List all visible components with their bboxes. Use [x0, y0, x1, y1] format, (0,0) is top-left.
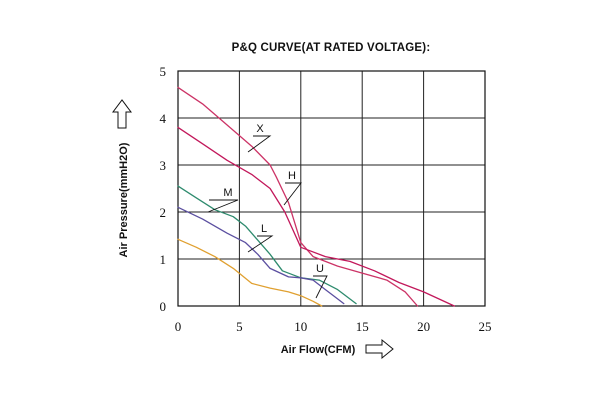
series-line-x — [177, 86, 419, 307]
x-tick-label: 20 — [417, 319, 430, 334]
series-tag-u: U — [316, 263, 324, 275]
series-tag-l: L — [261, 223, 267, 235]
series-tags: X H M L U — [207, 123, 328, 299]
tick-labels: 0 5 10 15 20 25 0 1 2 3 4 5 — [160, 64, 492, 334]
leader-line-u — [313, 275, 328, 299]
x-tick-label: 25 — [479, 319, 492, 334]
series-line-l — [177, 206, 345, 305]
y-tick-label: 1 — [160, 252, 167, 267]
leader-line-x — [247, 135, 272, 153]
leader-line-h — [283, 182, 302, 206]
right-arrow-icon — [365, 338, 394, 360]
y-tick-label: 2 — [160, 205, 167, 220]
up-arrow-icon — [112, 99, 132, 129]
plot-grid — [177, 70, 486, 307]
y-tick-label: 4 — [160, 111, 167, 126]
y-tick-label: 3 — [160, 158, 167, 173]
y-tick-label: 0 — [160, 299, 167, 314]
series-line-u — [177, 238, 323, 307]
x-tick-label: 5 — [236, 319, 243, 334]
x-tick-label: 0 — [175, 319, 182, 334]
x-axis-label: Air Flow(CFM) — [281, 344, 356, 356]
series-line-m — [177, 185, 357, 305]
x-tick-label: 10 — [294, 319, 307, 334]
y-tick-label: 5 — [160, 64, 167, 79]
leader-line-l — [247, 235, 274, 253]
series-tag-x: X — [256, 123, 264, 135]
x-tick-label: 15 — [356, 319, 369, 334]
chart-title: P&Q CURVE(AT RATED VOLTAGE): — [232, 42, 431, 54]
y-axis-label: Air Pressure(mmH2O) — [118, 142, 130, 257]
leader-line-m — [207, 199, 239, 213]
series-tag-h: H — [288, 170, 296, 182]
curve-layer — [177, 86, 455, 307]
series-tag-m: M — [223, 187, 232, 199]
plot-frame — [177, 70, 486, 307]
series-line-h — [177, 126, 455, 307]
